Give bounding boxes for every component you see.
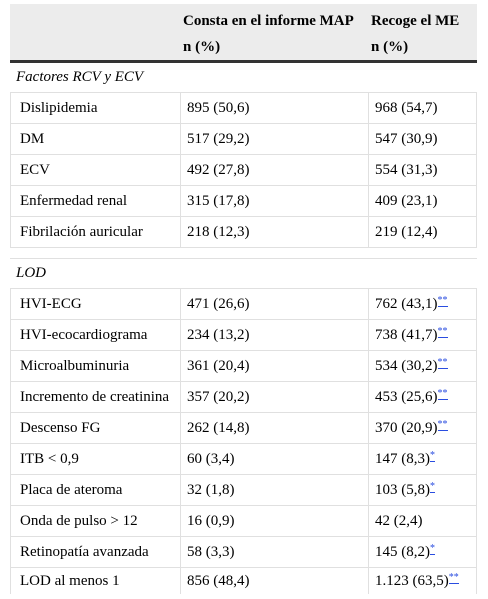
significance-link[interactable]: * — [430, 450, 435, 462]
me-value-text: 738 (41,7) — [375, 327, 438, 343]
significance-link[interactable]: * — [430, 543, 435, 555]
map-value: 234 (13,2) — [180, 320, 368, 351]
row-label: DM — [10, 124, 180, 155]
table-row: HVI-ECG 471 (26,6) 762 (43,1)** — [10, 289, 477, 320]
table-row: ECV 492 (27,8) 554 (31,3) — [10, 155, 477, 186]
table-body: Factores RCV y ECV Dislipidemia 895 (50,6)… — [10, 63, 477, 594]
me-value-text: 42 (2,4) — [375, 512, 423, 529]
me-value-text: 147 (8,3) — [375, 451, 430, 467]
me-value: 147 (8,3)* — [368, 444, 477, 475]
row-label: Incremento de creatinina — [10, 382, 180, 413]
map-value: 357 (20,2) — [180, 382, 368, 413]
me-value: 968 (54,7) — [368, 93, 477, 124]
map-value: 58 (3,3) — [180, 537, 368, 568]
me-value: 762 (43,1)** — [368, 289, 477, 320]
me-value: 1.123 (63,5)** — [368, 568, 477, 594]
row-label: HVI-ECG — [10, 289, 180, 320]
section-title: Factores RCV y ECV — [10, 63, 477, 93]
map-value: 218 (12,3) — [180, 217, 368, 248]
data-table: Consta en el informe MAP Recoge el ME n … — [10, 4, 477, 594]
me-value: 42 (2,4) — [368, 506, 477, 537]
row-label: Microalbuminuria — [10, 351, 180, 382]
significance-link[interactable]: ** — [437, 357, 448, 369]
row-label: Dislipidemia — [10, 93, 180, 124]
row-label: HVI-ecocardiograma — [10, 320, 180, 351]
row-label: ECV — [10, 155, 180, 186]
table-row: Retinopatía avanzada 58 (3,3) 145 (8,2)* — [10, 537, 477, 568]
table-row: Placa de ateroma 32 (1,8) 103 (5,8)* — [10, 475, 477, 506]
header-map-unit: n (%) — [180, 35, 368, 63]
table-row: Incremento de creatinina 357 (20,2) 453 (2… — [10, 382, 477, 413]
row-label: ITB < 0,9 — [10, 444, 180, 475]
table-row: Microalbuminuria 361 (20,4) 534 (30,2)** — [10, 351, 477, 382]
significance-link[interactable]: ** — [437, 326, 448, 338]
me-value-text: 554 (31,3) — [375, 161, 438, 178]
table-row: Dislipidemia 895 (50,6) 968 (54,7) — [10, 93, 477, 124]
map-value: 60 (3,4) — [180, 444, 368, 475]
map-value: 471 (26,6) — [180, 289, 368, 320]
me-value-text: 1.123 (63,5) — [375, 573, 449, 589]
me-value: 145 (8,2)* — [368, 537, 477, 568]
row-label: LOD al menos 1 — [10, 568, 180, 594]
map-value: 32 (1,8) — [180, 475, 368, 506]
me-value: 370 (20,9)** — [368, 413, 477, 444]
table-row: DM 517 (29,2) 547 (30,9) — [10, 124, 477, 155]
me-value: 554 (31,3) — [368, 155, 477, 186]
me-value: 738 (41,7)** — [368, 320, 477, 351]
map-value: 895 (50,6) — [180, 93, 368, 124]
me-value-text: 409 (23,1) — [375, 192, 438, 209]
header-empty-2 — [10, 35, 180, 63]
row-label: Enfermedad renal — [10, 186, 180, 217]
me-value: 547 (30,9) — [368, 124, 477, 155]
table-row: LOD al menos 1 856 (48,4) 1.123 (63,5)** — [10, 568, 477, 594]
me-value-text: 219 (12,4) — [375, 223, 438, 240]
me-value: 534 (30,2)** — [368, 351, 477, 382]
map-value: 16 (0,9) — [180, 506, 368, 537]
map-value: 262 (14,8) — [180, 413, 368, 444]
section-spacer — [10, 248, 477, 259]
me-value-text: 534 (30,2) — [375, 358, 438, 374]
me-value: 103 (5,8)* — [368, 475, 477, 506]
table-row: Descenso FG 262 (14,8) 370 (20,9)** — [10, 413, 477, 444]
header-me: Recoge el ME — [368, 4, 477, 35]
table-row: Enfermedad renal 315 (17,8) 409 (23,1) — [10, 186, 477, 217]
me-value-text: 968 (54,7) — [375, 99, 438, 116]
map-value: 856 (48,4) — [180, 568, 368, 594]
map-value: 361 (20,4) — [180, 351, 368, 382]
header-me-unit: n (%) — [368, 35, 477, 63]
map-value: 517 (29,2) — [180, 124, 368, 155]
header-map: Consta en el informe MAP — [180, 4, 368, 35]
row-label: Placa de ateroma — [10, 475, 180, 506]
table-row: HVI-ecocardiograma 234 (13,2) 738 (41,7)** — [10, 320, 477, 351]
significance-link[interactable]: ** — [437, 295, 448, 307]
me-value: 219 (12,4) — [368, 217, 477, 248]
row-label: Fibrilación auricular — [10, 217, 180, 248]
header-empty — [10, 4, 180, 35]
me-value: 409 (23,1) — [368, 186, 477, 217]
me-value-text: 145 (8,2) — [375, 544, 430, 560]
me-value-text: 370 (20,9) — [375, 420, 438, 436]
table-row: Fibrilación auricular 218 (12,3) 219 (12,4… — [10, 217, 477, 248]
table-row: Onda de pulso > 12 16 (0,9) 42 (2,4) — [10, 506, 477, 537]
significance-link[interactable]: ** — [437, 388, 448, 400]
section-title: LOD — [10, 259, 477, 289]
significance-link[interactable]: * — [430, 481, 435, 493]
significance-link[interactable]: ** — [448, 572, 459, 584]
map-value: 492 (27,8) — [180, 155, 368, 186]
row-label: Descenso FG — [10, 413, 180, 444]
map-value: 315 (17,8) — [180, 186, 368, 217]
me-value-text: 762 (43,1) — [375, 296, 438, 312]
significance-link[interactable]: ** — [437, 419, 448, 431]
me-value-text: 453 (25,6) — [375, 389, 438, 405]
row-label: Onda de pulso > 12 — [10, 506, 180, 537]
me-value-text: 103 (5,8) — [375, 482, 430, 498]
me-value: 453 (25,6)** — [368, 382, 477, 413]
table-row: ITB < 0,9 60 (3,4) 147 (8,3)* — [10, 444, 477, 475]
row-label: Retinopatía avanzada — [10, 537, 180, 568]
me-value-text: 547 (30,9) — [375, 130, 438, 147]
